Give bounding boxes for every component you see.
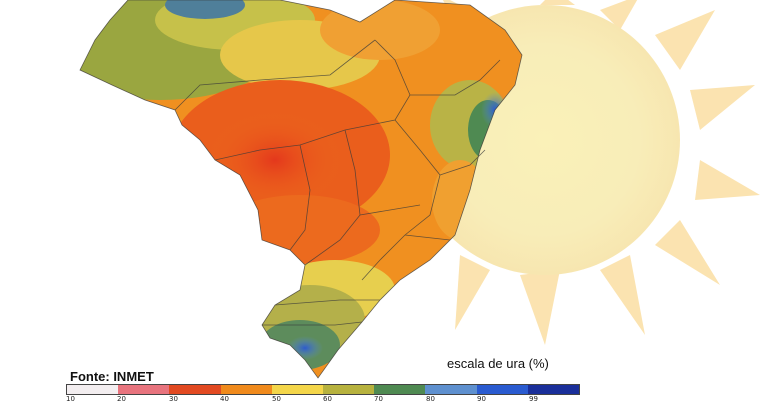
state-borders <box>79 0 523 379</box>
scale-swatch <box>476 385 528 394</box>
scale-swatch <box>323 385 375 394</box>
brazil-region <box>80 0 522 378</box>
scale-tick: 80 <box>426 395 435 403</box>
scale-swatch <box>374 385 426 394</box>
scale-swatch <box>67 385 119 394</box>
scale-title: escala de ura (%) <box>447 356 549 371</box>
scale-ticks: 10 20 30 40 50 60 70 80 90 99 <box>66 395 580 405</box>
scale-swatch <box>425 385 477 394</box>
scale-tick: 40 <box>220 395 229 403</box>
scale-tick: 30 <box>169 395 178 403</box>
scale-swatch <box>118 385 170 394</box>
scale-tick: 60 <box>323 395 332 403</box>
scale-tick: 50 <box>272 395 281 403</box>
scale-tick: 90 <box>477 395 486 403</box>
scale-tick: 10 <box>66 395 75 403</box>
scale-tick: 20 <box>117 395 126 403</box>
scale-swatch <box>271 385 324 394</box>
scale-tick: 70 <box>374 395 383 403</box>
source-label: Fonte: INMET <box>70 369 154 384</box>
color-scale-bar <box>66 384 580 395</box>
scale-swatch <box>527 385 580 394</box>
scale-swatch <box>169 385 221 394</box>
scale-tick: 99 <box>529 395 538 403</box>
scale-swatch <box>220 385 272 394</box>
